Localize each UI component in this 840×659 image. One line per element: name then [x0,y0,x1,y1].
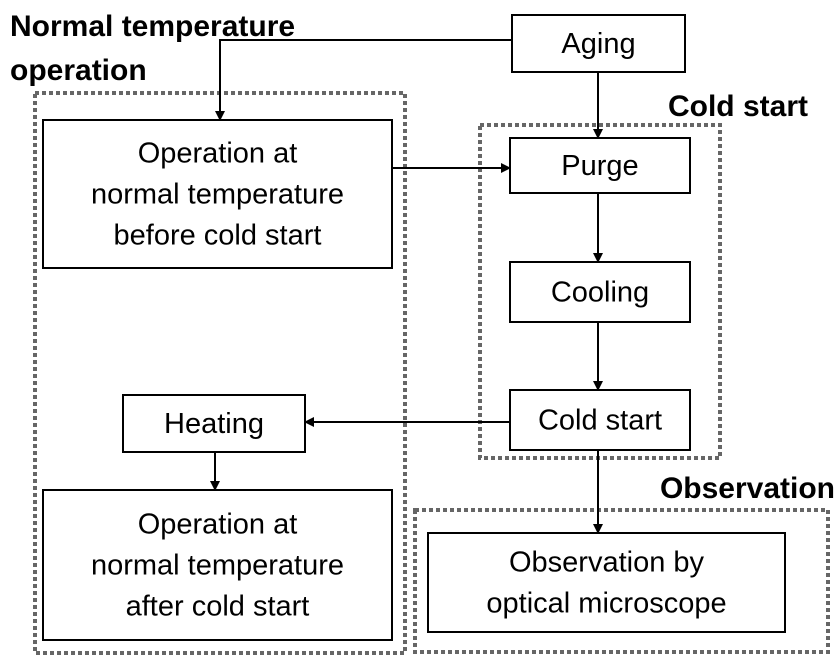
node-label: Heating [164,408,264,440]
node-box [511,14,686,73]
node-label: Cooling [551,277,649,309]
group-label: operation [10,54,147,87]
node-label: normal temperature [91,550,344,582]
group-label: Observation [660,472,835,505]
node-label: after cold start [126,591,310,623]
node-box [42,119,393,269]
node-label: normal temperature [91,179,344,211]
node-label: Observation by [509,547,705,579]
group-label: Cold start [668,90,808,123]
node-box [509,389,691,451]
node-label: Purge [561,150,638,182]
node-label: Operation at [138,138,298,170]
node-label: Cold start [538,405,662,437]
node-label: Aging [561,28,635,60]
node-label: before cold start [114,220,322,252]
group-label: Normal temperature [10,10,295,43]
node-label: Operation at [138,509,298,541]
node-label: optical microscope [486,588,726,620]
node-box [509,261,691,323]
node-box [427,532,786,633]
arrow [215,39,512,121]
group-box [478,123,722,460]
group-box [413,508,830,654]
node-box [42,489,393,641]
node-box [122,394,306,453]
node-box [509,137,691,194]
